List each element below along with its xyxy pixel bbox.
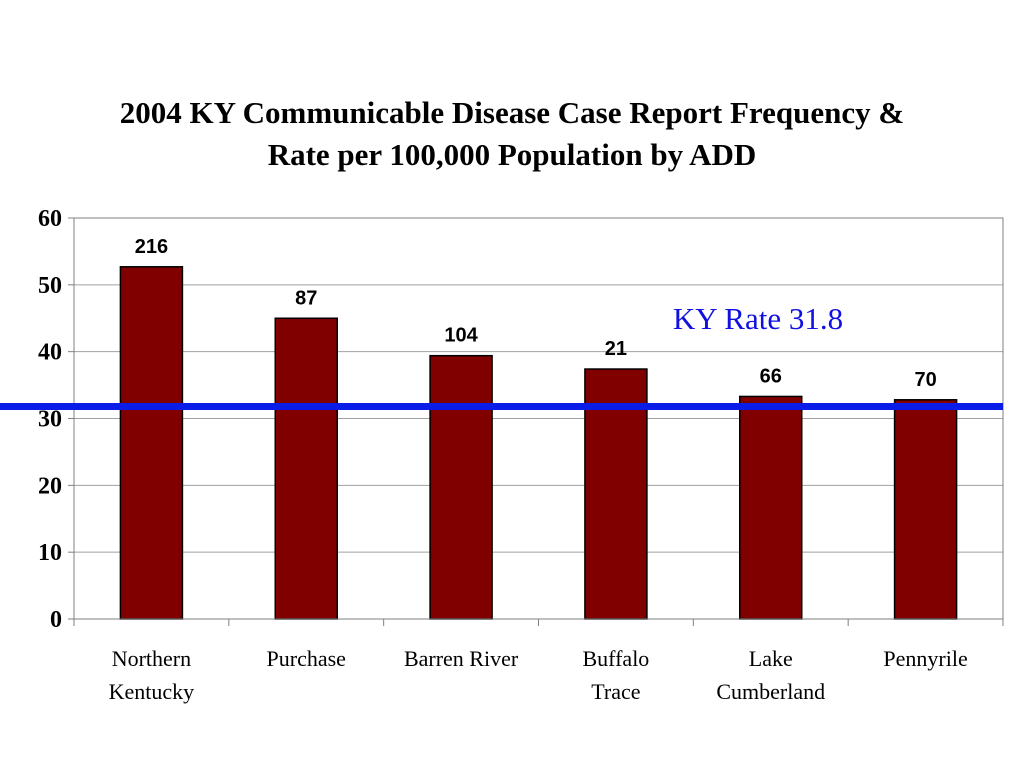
category-label: Northern — [112, 646, 191, 671]
bar — [739, 395, 803, 620]
y-axis: 0 10 20 30 40 50 60 — [38, 206, 75, 633]
category-label: Buffalo — [583, 646, 650, 671]
y-tick-label: 0 — [50, 607, 62, 633]
category-label: Kentucky — [109, 679, 195, 704]
category-label: Purchase — [267, 646, 346, 671]
reference-line-group: KY Rate 31.8 — [0, 301, 1003, 410]
bar — [274, 317, 338, 620]
data-label: 87 — [295, 287, 317, 309]
data-labels: 216 87 104 21 66 70 — [135, 236, 937, 391]
data-label: 70 — [914, 369, 936, 391]
x-axis: Northern Kentucky Purchase Barren River Buff… — [73, 618, 1004, 704]
bar — [429, 354, 493, 620]
category-label: Trace — [591, 679, 640, 704]
data-label: 66 — [760, 365, 782, 387]
category-label: Lake — [749, 646, 793, 671]
category-label: Barren River — [404, 646, 519, 671]
category-label: Cumberland — [716, 679, 825, 704]
y-tick-label: 10 — [38, 540, 62, 566]
gridlines — [74, 284, 1003, 553]
reference-line-label: KY Rate 31.8 — [673, 301, 843, 336]
data-label: 21 — [605, 338, 627, 360]
y-tick-label: 20 — [38, 473, 62, 499]
y-tick-label: 40 — [38, 340, 62, 366]
bar — [584, 368, 648, 620]
chart-title: 2004 KY Communicable Disease Case Report… — [0, 92, 1024, 176]
data-label: 216 — [135, 236, 168, 258]
bars — [119, 266, 958, 620]
category-label: Pennyrile — [883, 646, 967, 671]
y-tick-label: 50 — [38, 273, 62, 299]
bar — [893, 399, 958, 620]
y-tick-label: 60 — [38, 206, 62, 232]
data-label: 104 — [444, 325, 478, 347]
chart-title-line-2: Rate per 100,000 Population by ADD — [267, 137, 757, 172]
chart-title-line-1: 2004 KY Communicable Disease Case Report… — [119, 95, 905, 130]
bar — [119, 266, 184, 620]
y-tick-label: 30 — [38, 407, 62, 433]
